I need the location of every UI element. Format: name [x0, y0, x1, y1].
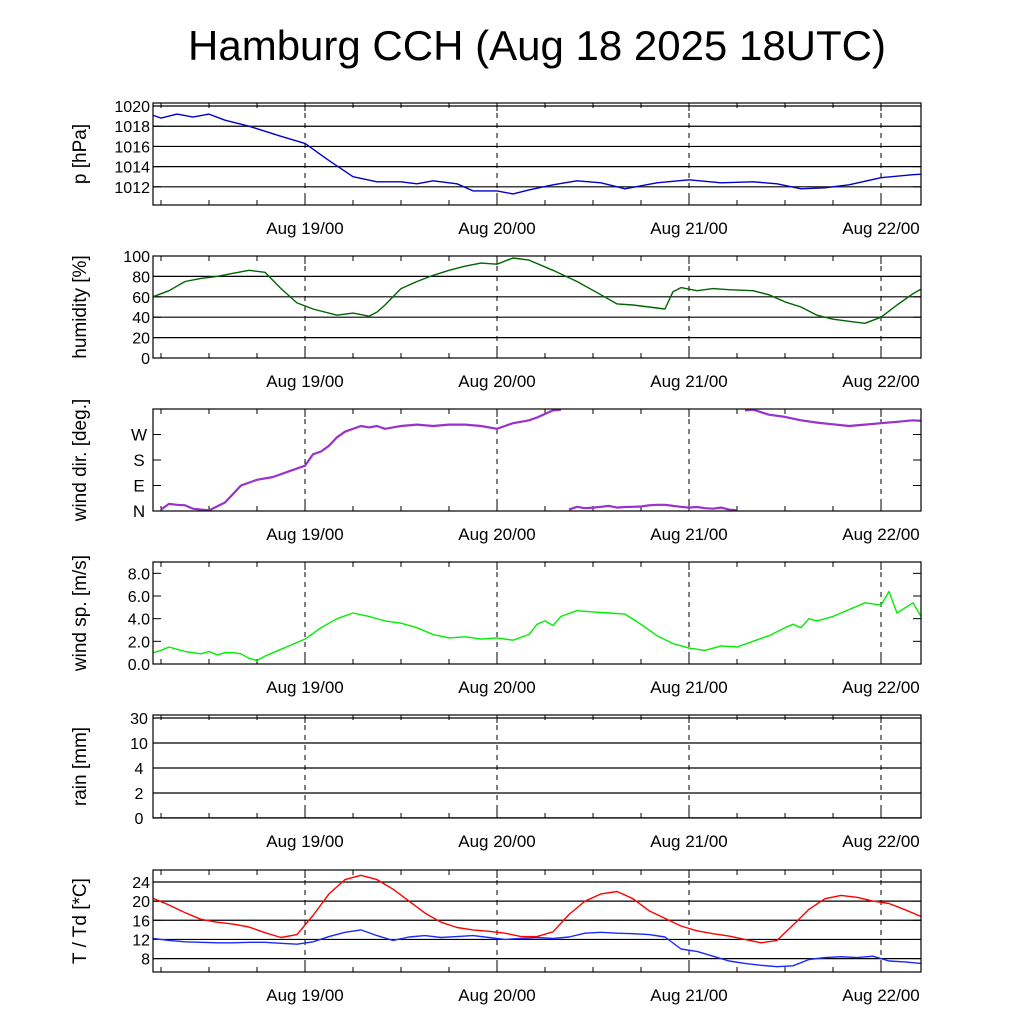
panel-1-ytick-label: 1018	[114, 119, 150, 136]
panel-5-frame	[152, 714, 922, 819]
panel-3-ytick-label: E	[133, 477, 144, 496]
panel-4-frame	[152, 561, 922, 665]
panel-3-series-1-line	[744, 409, 921, 428]
panel-3-xtick-label: Aug 22/00	[842, 525, 920, 544]
panel-4-ytick-label: 0.0	[128, 657, 150, 674]
panel-2-ytick-label: 20	[132, 331, 150, 348]
panel-2-ylabel: humidity [%]	[70, 255, 91, 358]
panel-6-ytick-label: 20	[132, 894, 150, 911]
panel-2-ytick-label: 100	[123, 249, 150, 266]
panel-2-xtick-label: Aug 21/00	[650, 372, 728, 391]
panel-1-xtick-label: Aug 20/00	[458, 219, 536, 238]
panel-1-frame	[152, 102, 922, 206]
panel-3-series-1-line	[568, 503, 738, 511]
panel-6-ylabel: T / Td [*C]	[70, 878, 91, 964]
panel-2-series-1-line	[153, 257, 921, 324]
panel-5-xtick-label: Aug 19/00	[266, 832, 344, 851]
panel-4-xtick-label: Aug 22/00	[842, 678, 920, 697]
panel-1-xtick-label: Aug 22/00	[842, 219, 920, 238]
panel-1-ytick-label: 1012	[114, 180, 150, 197]
panel-5-ytick-label: 10	[130, 736, 148, 753]
panel-1-ytick-label: 1020	[114, 99, 150, 116]
panel-5-xtick-label: Aug 21/00	[650, 832, 728, 851]
panel-1-xtick-label: Aug 21/00	[650, 219, 728, 238]
panel-2-ytick-label: 0	[141, 351, 150, 368]
panel-6-series-2-line	[153, 929, 921, 968]
panel-5-ytick-label: 4	[135, 761, 144, 778]
panel-2-xtick-label: Aug 22/00	[842, 372, 920, 391]
panel-6-ytick-label: 24	[132, 875, 150, 892]
panel-2-ytick-label: 40	[132, 310, 150, 327]
panel-6-xtick-label: Aug 22/00	[842, 986, 920, 1005]
panel-3-xtick-label: Aug 21/00	[650, 525, 728, 544]
panel-5-ytick-label: 0	[135, 811, 144, 828]
panel-6-frame	[152, 869, 922, 973]
panel-3-ylabel: wind dir. [deg.]	[70, 399, 91, 523]
panel-1-series-1-line	[153, 113, 921, 195]
panel-6-xtick-label: Aug 20/00	[458, 986, 536, 1005]
panel-4-ytick-label: 2.0	[128, 634, 150, 651]
panel-6-xtick-label: Aug 19/00	[266, 986, 344, 1005]
panel-2-xtick-label: Aug 20/00	[458, 372, 536, 391]
panel-1-xtick-label: Aug 19/00	[266, 219, 344, 238]
panel-1-ytick-label: 1016	[114, 139, 150, 156]
panel-6-xtick-label: Aug 21/00	[650, 986, 728, 1005]
panel-5-xtick-label: Aug 22/00	[842, 832, 920, 851]
panel-6-series-1-line	[153, 874, 921, 944]
panel-5-ytick-label: 2	[135, 786, 144, 803]
panel-4-series-1-line	[153, 590, 921, 662]
panel-4-ylabel: wind sp. [m/s]	[70, 555, 91, 672]
panel-3-xtick-label: Aug 19/00	[266, 525, 344, 544]
panel-3-ytick-label: S	[133, 451, 144, 470]
panel-2-xtick-label: Aug 19/00	[266, 372, 344, 391]
panel-3-ytick-label: W	[131, 426, 147, 445]
panel-5-ytick-label: 30	[130, 711, 148, 728]
panel-5-xtick-label: Aug 20/00	[458, 832, 536, 851]
panel-6-ytick-label: 16	[132, 913, 150, 930]
panel-4-ytick-label: 6.0	[128, 589, 150, 606]
panel-6-ytick-label: 8	[141, 952, 150, 969]
panel-3-series-1-line	[160, 409, 562, 511]
panel-3-xtick-label: Aug 20/00	[458, 525, 536, 544]
panel-4-ytick-label: 4.0	[128, 612, 150, 629]
panel-1-ytick-label: 1014	[114, 160, 150, 177]
panel-2-ytick-label: 60	[132, 290, 150, 307]
panel-3-frame	[152, 408, 922, 512]
panel-2-frame	[152, 255, 922, 359]
panel-2-ytick-label: 80	[132, 269, 150, 286]
panel-4-xtick-label: Aug 21/00	[650, 678, 728, 697]
chart-title: Hamburg CCH (Aug 18 2025 18UTC)	[188, 22, 886, 69]
panel-1-ylabel: p [hPa]	[70, 124, 91, 184]
panel-4-ytick-label: 8.0	[128, 566, 150, 583]
panel-4-xtick-label: Aug 20/00	[458, 678, 536, 697]
panel-5-ylabel: rain [mm]	[70, 727, 91, 806]
panel-4-xtick-label: Aug 19/00	[266, 678, 344, 697]
panel-3-ytick-label: N	[133, 502, 145, 521]
panel-6-ytick-label: 12	[132, 932, 150, 949]
